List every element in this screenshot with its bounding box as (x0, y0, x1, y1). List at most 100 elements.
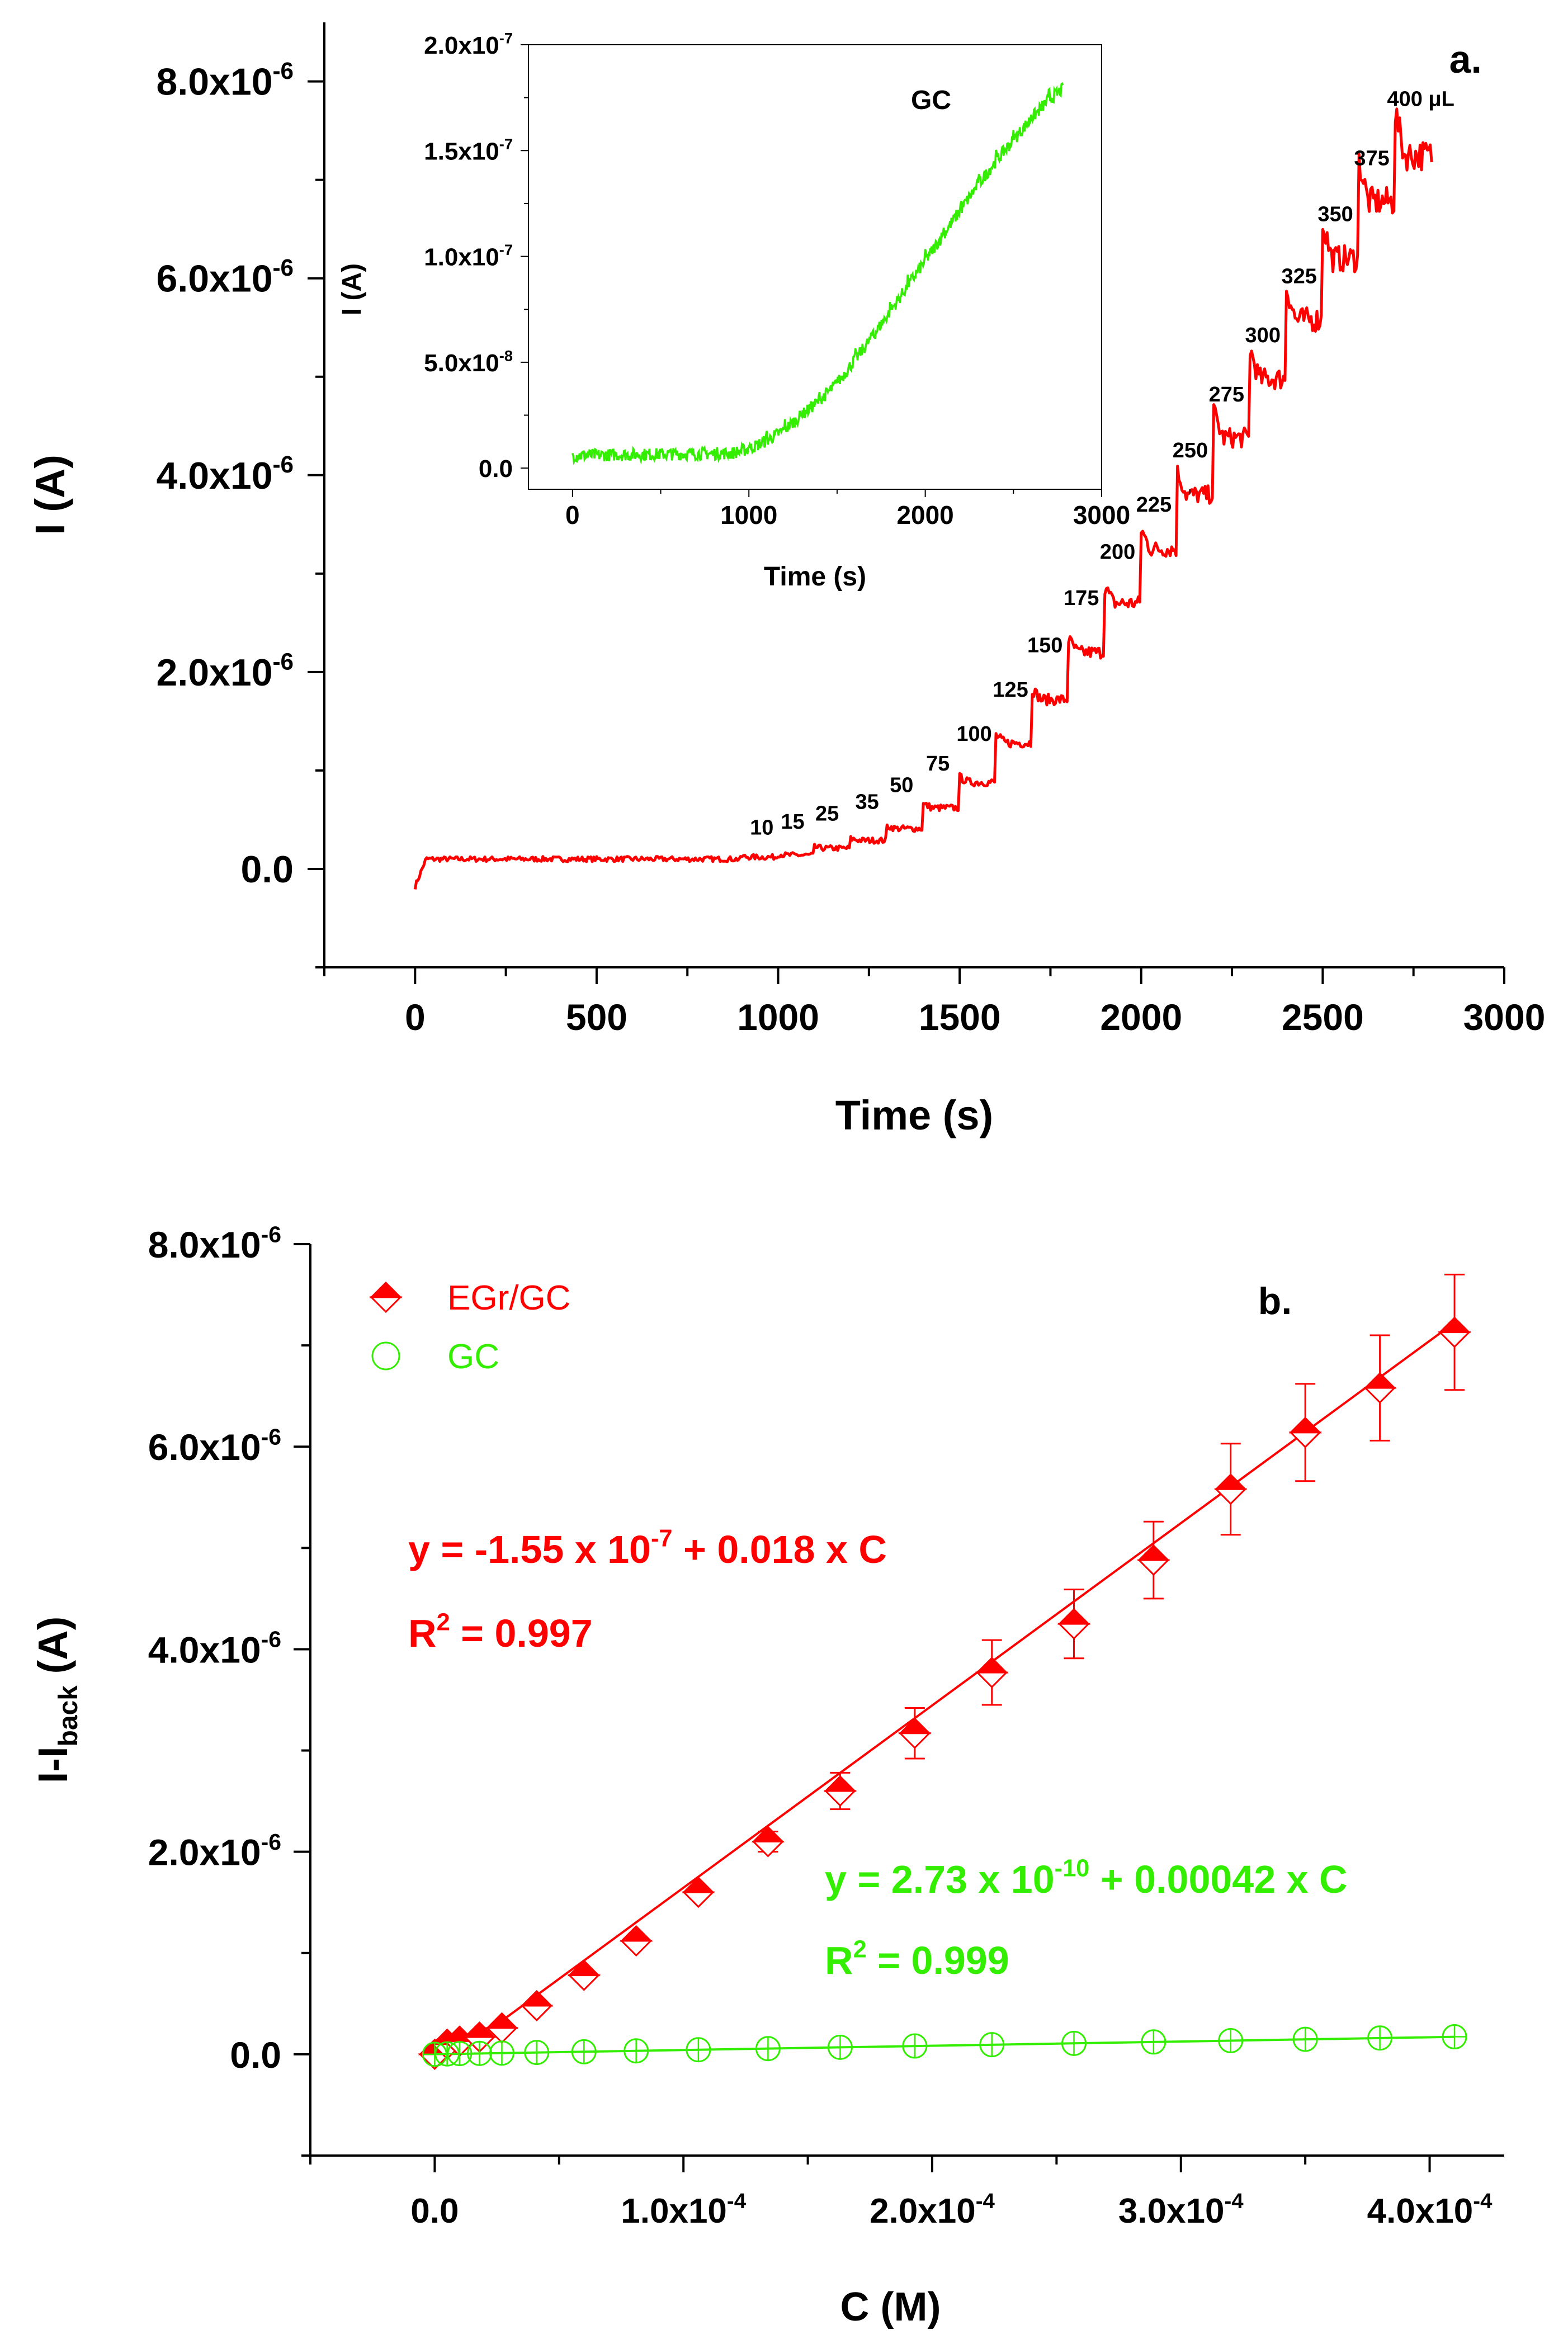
panel-a-y-tick-label: 0.0 (240, 848, 294, 891)
panel-b-legend: EGr/GC GC (369, 1279, 570, 1376)
panel-a: 0 500 1000 1500 2000 2500 30000.02.0x10-64.0x1… (27, 22, 1545, 1138)
panel-b-gc-series (422, 2024, 1467, 2067)
panel-a-egr-gc-trace (413, 107, 1433, 890)
panel-b-y-tick-label: 2.0x10-6 (148, 1829, 281, 1873)
panel-a-step-annotation: 300 (1245, 324, 1281, 347)
panel-a-x-tick-label: 2500 (1282, 996, 1364, 1038)
panel-b-y-axis-title: I-Iback (A) (30, 1617, 83, 1783)
inset-x-tick-label: 3000 (1073, 500, 1130, 530)
panel-b-x-tick-label: 0.0 (410, 2192, 459, 2230)
egr-gc-point-lower (751, 1841, 785, 1858)
panel-a-y-tick-label: 8.0x10-6 (157, 58, 294, 103)
panel-a-x-tick-label: 1000 (737, 996, 819, 1038)
panel-a-y-axis-title: I (A) (27, 455, 73, 535)
panel-b: 0.0 1.0x10-4 2.0x10-4 3.0x10-4 4.0x10-4 0.0 2.… (30, 1221, 1504, 2329)
egr-gc-point-lower (520, 2005, 554, 2022)
inset-y-tick-label: 0.0 (479, 455, 513, 483)
egr-gc-point-lower (898, 1732, 932, 1749)
panel-b-egr-gc-series (418, 1273, 1471, 2071)
panel-a-step-annotation: 175 (1064, 587, 1099, 610)
panel-a-inset: 0 1000 2000 3000 0.0 5.0x10-8 1.0x10-7 1.5x10-7… (337, 30, 1191, 592)
inset-y-axis-title: I (A) (337, 263, 367, 315)
legend-egr-gc-marker-lower (369, 1296, 403, 1313)
egr-gc-point-lower (620, 1940, 653, 1957)
egr-gc-r2: R2 = 0.997 (408, 1609, 593, 1655)
inset-x-axis-title: Time (s) (764, 562, 866, 592)
egr-gc-point (1214, 1473, 1248, 1490)
gc-r2: R2 = 0.999 (825, 1936, 1009, 1982)
egr-gc-point (1057, 1608, 1091, 1625)
panel-a-step-annotation: 125 (993, 678, 1028, 702)
inset-x-tick-label: 2000 (896, 500, 953, 530)
egr-gc-point-lower (567, 1974, 601, 1991)
panel-b-y-tick-label: 4.0x10-6 (148, 1627, 281, 1671)
panel-b-x-axis-title: C (M) (840, 2285, 941, 2329)
egr-gc-point (1137, 1544, 1170, 1561)
panel-a-x-tick-label: 1500 (919, 996, 1001, 1038)
panel-b-y-tick-label: 6.0x10-6 (148, 1424, 281, 1468)
inset-x-tick-label: 0 (565, 500, 580, 530)
legend-gc-label: GC (447, 1338, 499, 1376)
inset-frame (528, 44, 1102, 490)
panel-b-fit-line (434, 2035, 1455, 2055)
inset-y-tick-label: 2.0x10-7 (424, 30, 513, 59)
panel-a-step-annotation: 275 (1209, 383, 1244, 407)
panel-b-y-tick-label: 0.0 (230, 2034, 281, 2076)
egr-gc-point (520, 1989, 554, 2007)
panel-b-x-tick-label: 1.0x10-4 (621, 2189, 746, 2230)
inset-x-tick-label: 1000 (720, 500, 777, 530)
egr-gc-point-lower (1438, 1331, 1471, 1348)
panel-a-x-tick-label: 500 (566, 996, 627, 1038)
panel-b-x-tick-label: 4.0x10-4 (1367, 2189, 1493, 2230)
panel-a-y-tick-label: 6.0x10-6 (157, 254, 294, 300)
panel-a-step-annotation: 35 (855, 791, 879, 814)
inset-gc-trace (572, 82, 1064, 466)
panel-a-step-annotation: 200 (1100, 540, 1135, 564)
panel-a-step-annotation: 10 (750, 816, 773, 839)
egr-gc-point-lower (1288, 1431, 1322, 1448)
panel-a-step-annotation: 75 (926, 752, 950, 776)
egr-gc-point (975, 1656, 1009, 1674)
panel-a-x-tick-label: 0 (405, 996, 426, 1038)
panel-a-step-annotation: 150 (1027, 634, 1062, 658)
panel-a-y-tick-label: 2.0x10-6 (157, 648, 294, 694)
panel-a-x-tick-label: 3000 (1463, 996, 1546, 1038)
egr-gc-point-lower (975, 1671, 1009, 1689)
legend-egr-gc-marker (369, 1281, 403, 1298)
inset-y-tick-label: 5.0x10-8 (424, 347, 513, 376)
egr-gc-point (1438, 1316, 1471, 1334)
panel-a-step-annotation: 325 (1281, 265, 1316, 289)
egr-gc-point-lower (1363, 1387, 1397, 1404)
egr-gc-point-lower (485, 2027, 519, 2044)
legend-gc-marker (371, 1341, 400, 1371)
egr-gc-point-lower (823, 1790, 857, 1807)
panel-b-label: b. (1258, 1280, 1292, 1322)
panel-a-step-annotation: 50 (890, 774, 913, 797)
egr-gc-point-lower (682, 1891, 715, 1908)
panel-b-x-tick-label: 2.0x10-4 (870, 2189, 995, 2230)
panel-a-step-annotation: 25 (815, 802, 839, 826)
panel-a-step-annotation: 400 μL (1387, 88, 1454, 111)
gc-equation: y = 2.73 x 10-10 + 0.00042 x C (825, 1855, 1348, 1901)
panel-b-fit-line (459, 1321, 1456, 2053)
panel-a-step-annotation: 375 (1354, 146, 1389, 170)
legend-egr-gc-label: EGr/GC (447, 1279, 570, 1317)
panel-a-x-axis-title: Time (s) (835, 1092, 993, 1138)
panel-a-step-annotation: 350 (1317, 203, 1353, 226)
inset-title: GC (911, 86, 951, 115)
egr-gc-point-lower (1057, 1623, 1091, 1640)
egr-gc-point-lower (1137, 1559, 1170, 1576)
panel-a-y-tick-label: 4.0x10-6 (157, 451, 294, 497)
egr-gc-equation: y = -1.55 x 10-7 + 0.018 x C (408, 1525, 887, 1571)
egr-gc-point (823, 1775, 857, 1792)
inset-y-tick-label: 1.0x10-7 (424, 241, 513, 271)
panel-a-step-annotation: 100 (956, 722, 991, 746)
panel-a-x-tick-label: 2000 (1100, 996, 1182, 1038)
panel-a-step-annotation: 225 (1136, 493, 1172, 517)
egr-gc-point (485, 2012, 519, 2029)
egr-gc-point (1363, 1372, 1397, 1389)
inset-y-tick-label: 1.5x10-7 (424, 135, 513, 165)
panel-b-x-tick-label: 3.0x10-4 (1118, 2189, 1244, 2230)
egr-gc-point-lower (1214, 1488, 1248, 1505)
